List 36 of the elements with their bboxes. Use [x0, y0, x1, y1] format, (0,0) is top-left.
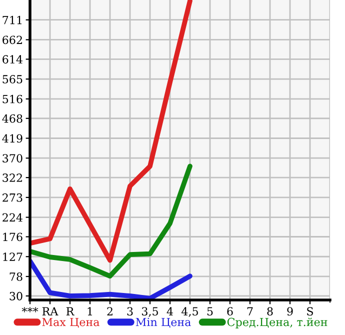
y-tick-label: 711	[2, 16, 22, 24]
line-series	[30, 164, 192, 279]
x-tick-label: 7	[247, 307, 253, 316]
x-tick-label: ***	[22, 307, 38, 312]
y-tick-label: 224	[2, 213, 22, 222]
x-tick-label: 4	[166, 307, 173, 316]
y-tick-label: 662	[2, 36, 22, 44]
x-tick-label: 8	[267, 307, 273, 316]
y-tick-label: 322	[2, 174, 22, 182]
y-tick-label: 370	[2, 154, 22, 162]
line-series	[30, 0, 192, 263]
y-tick-label: 78	[10, 272, 22, 281]
y-tick-label: 516	[2, 94, 22, 104]
x-tick-label: 3	[127, 307, 133, 316]
y-tick-label: 468	[2, 114, 22, 123]
x-tick-label: RA	[42, 307, 58, 316]
y-tick-label: 127	[3, 252, 22, 261]
y-tick-label: 273	[2, 193, 22, 202]
x-tick-label: 2	[107, 307, 112, 316]
legend-label: Min Цена	[136, 318, 191, 328]
y-tick-label: 30	[10, 292, 22, 300]
x-tick-label: S	[307, 307, 313, 316]
x-tick-label: 4,5	[182, 307, 198, 317]
x-tick-label: R	[66, 307, 74, 316]
x-tick-label: 1	[88, 307, 92, 316]
legend-label: Сред.Цена, т.йен	[227, 318, 328, 328]
x-tick-label: 9	[287, 307, 293, 316]
x-tick-label: 5	[207, 307, 213, 316]
y-tick-label: 176	[3, 232, 22, 242]
y-tick-label: 565	[2, 75, 22, 84]
line-series	[30, 258, 192, 300]
x-tick-label: 3,5	[142, 307, 158, 317]
x-tick-label: 6	[227, 307, 233, 316]
legend-label: Max Цена	[42, 318, 100, 328]
y-tick-label: 419	[2, 134, 22, 143]
y-tick-label: 614	[2, 55, 22, 64]
